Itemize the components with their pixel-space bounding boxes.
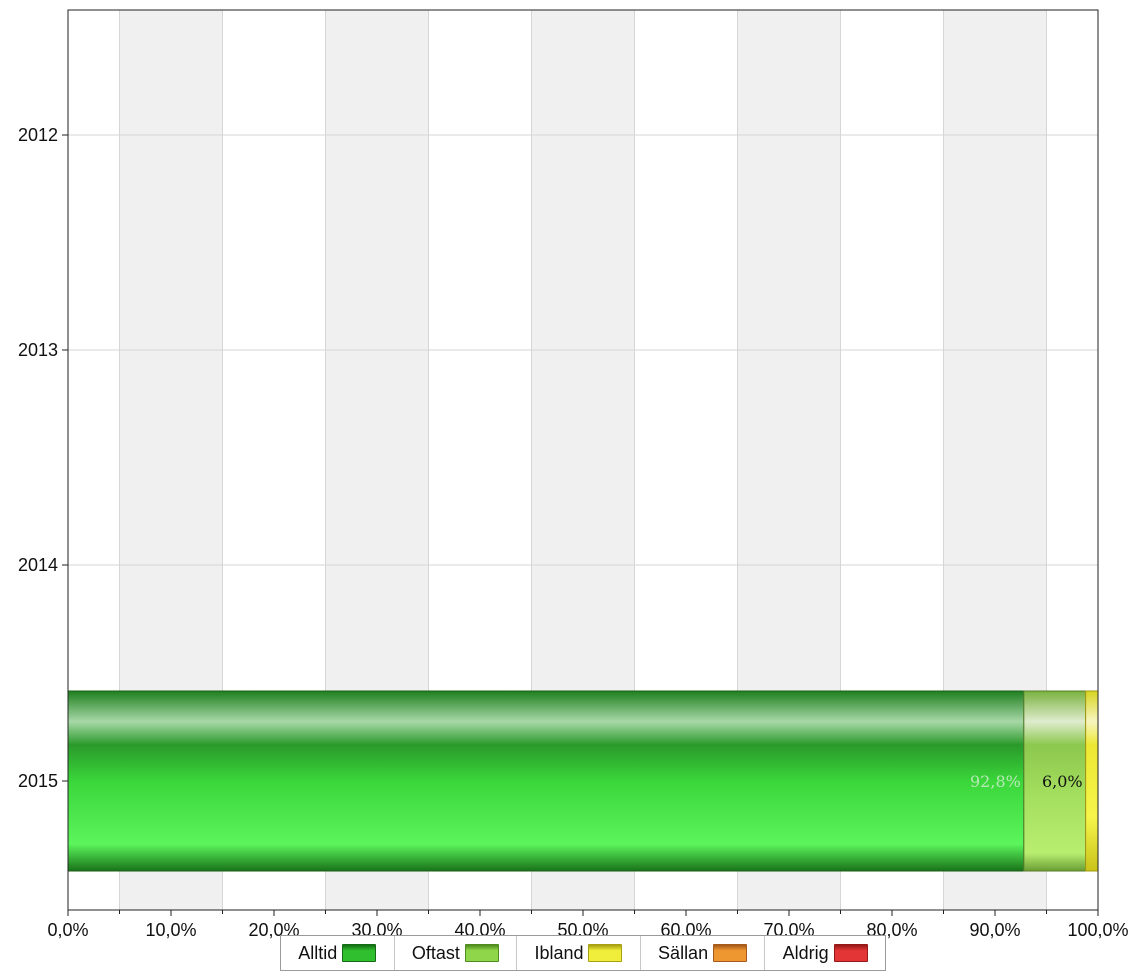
bar-alltid-2015 bbox=[67, 690, 1025, 872]
y-tick-label: 2012 bbox=[18, 125, 58, 145]
bars bbox=[67, 690, 1099, 872]
y-tick-label: 2014 bbox=[18, 555, 58, 575]
x-tick-label: 100,0% bbox=[1067, 920, 1128, 940]
y-tick-label: 2013 bbox=[18, 340, 58, 360]
legend: Alltid Oftast Ibland Sällan Aldrig bbox=[280, 935, 886, 971]
x-tick-label: 10,0% bbox=[145, 920, 196, 940]
legend-item-alltid: Alltid bbox=[281, 936, 395, 970]
axes bbox=[62, 9, 1099, 916]
legend-item-aldrig: Aldrig bbox=[765, 936, 885, 970]
legend-label: Alltid bbox=[298, 942, 338, 963]
legend-swatch bbox=[713, 944, 748, 962]
y-tick-labels: 2012 2013 2014 2015 bbox=[18, 125, 58, 791]
legend-label: Aldrig bbox=[782, 942, 829, 963]
legend-swatch bbox=[464, 944, 499, 962]
legend-swatch bbox=[588, 944, 623, 962]
x-tick-label: 90,0% bbox=[969, 920, 1020, 940]
legend-label: Ibland bbox=[534, 942, 584, 963]
legend-item-ibland: Ibland bbox=[517, 936, 641, 970]
data-label-oftast-2015: 6,0% bbox=[1042, 772, 1083, 791]
bar-ibland-2015 bbox=[1085, 690, 1099, 872]
data-label-alltid-2015: 92,8% bbox=[970, 772, 1021, 791]
legend-item-sällan: Sällan bbox=[641, 936, 766, 970]
y-tick-label: 2015 bbox=[18, 771, 58, 791]
x-tick-label: 0,0% bbox=[47, 920, 88, 940]
legend-swatch bbox=[833, 944, 868, 962]
bar-oftast-2015 bbox=[1023, 690, 1087, 872]
data-labels: 92,8% 6,0% bbox=[970, 772, 1083, 791]
legend-label: Oftast bbox=[411, 942, 460, 963]
legend-item-oftast: Oftast bbox=[395, 936, 518, 970]
legend-swatch bbox=[342, 944, 377, 962]
legend-label: Sällan bbox=[658, 942, 709, 963]
